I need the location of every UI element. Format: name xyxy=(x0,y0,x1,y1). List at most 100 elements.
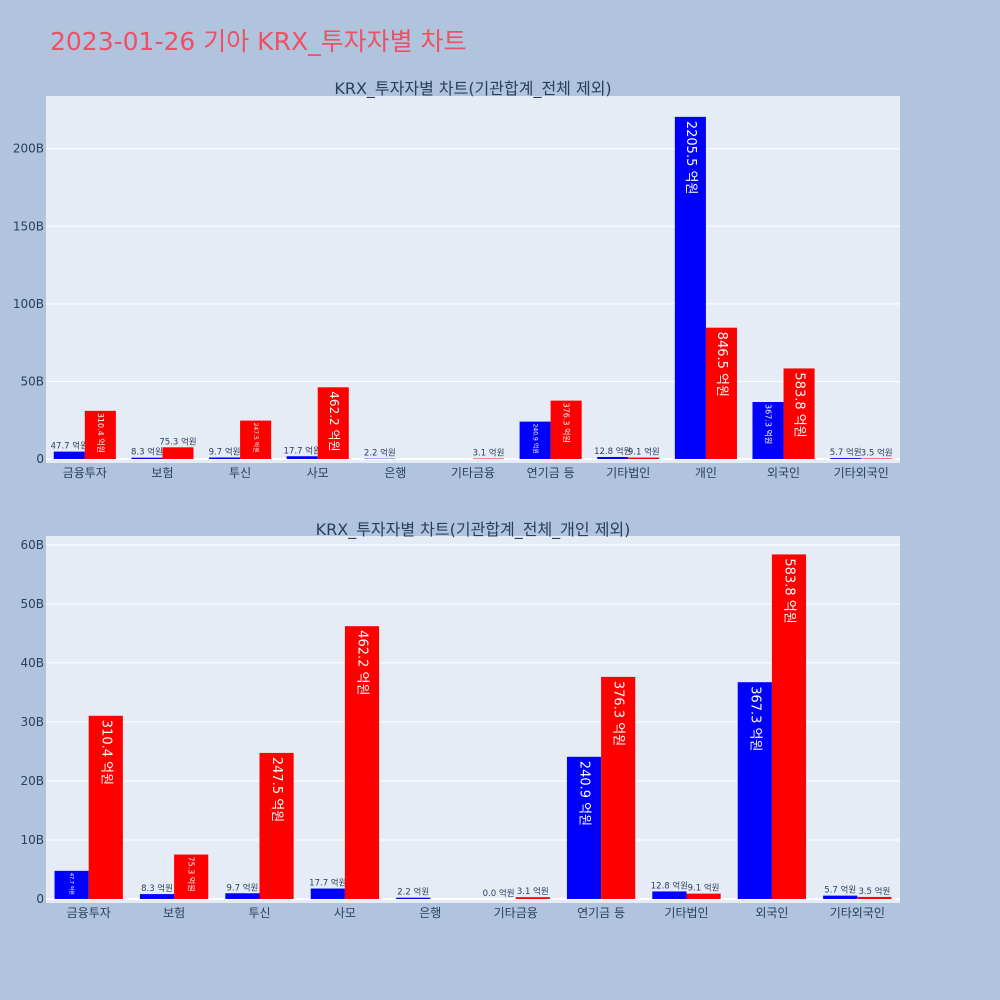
bar xyxy=(861,458,893,459)
x-tick-label: 기타법인 xyxy=(606,466,650,480)
bar xyxy=(310,888,345,899)
data-label: 47.7 억원 xyxy=(68,873,75,895)
x-tick-label: 금융투자 xyxy=(67,906,111,920)
chart-1: 0 50B 100B 150B 200B KRX_투자자별 차트(기관합계_전체 제외) 금… xyxy=(13,79,900,480)
data-label: 3.1 억원 xyxy=(473,448,505,459)
y-tick-label: 10B xyxy=(20,833,44,847)
bar xyxy=(53,451,85,459)
data-label: 247.5 억원 xyxy=(269,757,284,822)
data-label: 8.3 억원 xyxy=(141,883,173,894)
data-label: 3.5 억원 xyxy=(858,886,890,897)
data-label: 376.3 억원 xyxy=(611,681,626,746)
data-label: 9.7 억원 xyxy=(209,446,241,457)
bar xyxy=(84,410,116,459)
data-label: 8.3 억원 xyxy=(131,447,163,458)
data-label: 583.8 억원 xyxy=(781,558,796,623)
y-tick-label: 60B xyxy=(20,538,44,552)
bar xyxy=(225,893,260,899)
data-label: 5.7 억원 xyxy=(824,885,856,896)
bar xyxy=(857,896,892,899)
x-tick-label: 은행 xyxy=(419,905,441,920)
data-label: 75.3 억원 xyxy=(159,436,196,447)
data-label: 376.3 억원 xyxy=(562,403,572,443)
y-tick-label: 30B xyxy=(20,715,44,729)
y-tick-label: 50B xyxy=(20,374,44,388)
data-label: 12.8 억원 xyxy=(594,446,631,457)
x-tick-label: 투신 xyxy=(248,906,270,920)
x-tick-label: 사모 xyxy=(334,906,356,920)
y-tick-label: 100B xyxy=(13,297,44,311)
bar xyxy=(131,457,163,459)
x-tick-label: 기타외국인 xyxy=(830,906,885,920)
data-label: 240.9 억원 xyxy=(532,424,540,454)
bar xyxy=(259,752,294,899)
x-tick-label: 은행 xyxy=(384,465,406,480)
data-label: 846.5 억원 xyxy=(714,332,729,397)
bar xyxy=(396,897,431,899)
data-label: 2205.5 억원 xyxy=(683,121,698,195)
y-tick-label: 20B xyxy=(20,774,44,788)
x-tick-label: 보험 xyxy=(163,906,185,920)
data-label: 462.2 억원 xyxy=(354,630,369,695)
bar xyxy=(652,891,687,899)
x-tick-label: 외국인 xyxy=(755,906,788,920)
bar xyxy=(515,897,550,899)
data-label: 3.1 억원 xyxy=(517,886,549,897)
data-label: 3.5 억원 xyxy=(861,447,893,458)
bar xyxy=(686,893,721,899)
chart-title: KRX_투자자별 차트(기관합계_전체 제외) xyxy=(334,79,611,99)
bar xyxy=(705,327,737,459)
chart-title: KRX_투자자별 차트(기관합계_전체_개인 제외) xyxy=(316,520,631,540)
y-tick-label: 150B xyxy=(13,219,44,233)
data-label: 17.7 억원 xyxy=(309,878,346,889)
bar xyxy=(674,116,706,459)
data-label: 17.7 억원 xyxy=(284,445,321,456)
bar xyxy=(286,456,318,459)
bar xyxy=(162,447,194,459)
x-tick-label: 연기금 등 xyxy=(577,906,625,920)
data-label: 0.0 억원 xyxy=(483,888,515,899)
bar xyxy=(737,682,772,899)
y-tick-label: 0 xyxy=(36,452,44,466)
bar xyxy=(174,854,209,899)
x-tick-label: 금융투자 xyxy=(63,466,107,480)
bar xyxy=(317,387,349,459)
bar xyxy=(752,402,784,459)
bar xyxy=(783,368,815,459)
bar xyxy=(54,870,89,899)
y-tick-label: 50B xyxy=(20,597,44,611)
x-tick-label: 사모 xyxy=(307,466,329,480)
data-label: 2.2 억원 xyxy=(397,887,429,898)
data-label: 367.3 억원 xyxy=(747,686,762,751)
data-label: 2.2 억원 xyxy=(364,448,396,459)
x-tick-label: 연기금 등 xyxy=(527,466,575,480)
data-label: 47.7 억원 xyxy=(51,441,88,452)
x-tick-label: 개인 xyxy=(695,466,717,480)
data-label: 9.1 억원 xyxy=(688,883,720,894)
bar xyxy=(830,458,862,459)
y-tick-label: 40B xyxy=(20,656,44,670)
data-label: 75.3 억원 xyxy=(187,857,197,892)
x-tick-label: 투신 xyxy=(229,466,251,480)
x-tick-label: 기타법인 xyxy=(664,906,708,920)
x-tick-label: 기타외국인 xyxy=(834,466,889,480)
bar xyxy=(601,676,636,899)
bar xyxy=(519,421,551,459)
x-tick-label: 외국인 xyxy=(767,466,800,480)
bar xyxy=(823,895,858,899)
data-label: 5.7 억원 xyxy=(830,447,862,458)
bar xyxy=(88,715,123,899)
chart-2: 0 10B 20B 30B 40B 50B 60B KRX_투자자별 차트(기관합계_전체_개… xyxy=(20,520,900,920)
bar xyxy=(209,457,241,459)
bar xyxy=(566,756,602,899)
data-label: 462.2 억원 xyxy=(327,391,341,451)
data-label: 12.8 억원 xyxy=(651,880,688,891)
bar xyxy=(240,420,272,459)
bar xyxy=(771,554,807,899)
data-label: 240.9 억원 xyxy=(577,761,592,826)
data-label: 310.4 억원 xyxy=(96,413,106,453)
plot-area xyxy=(46,96,900,463)
page-title: 2023-01-26 기아 KRX_투자자별 차트 xyxy=(50,27,467,56)
